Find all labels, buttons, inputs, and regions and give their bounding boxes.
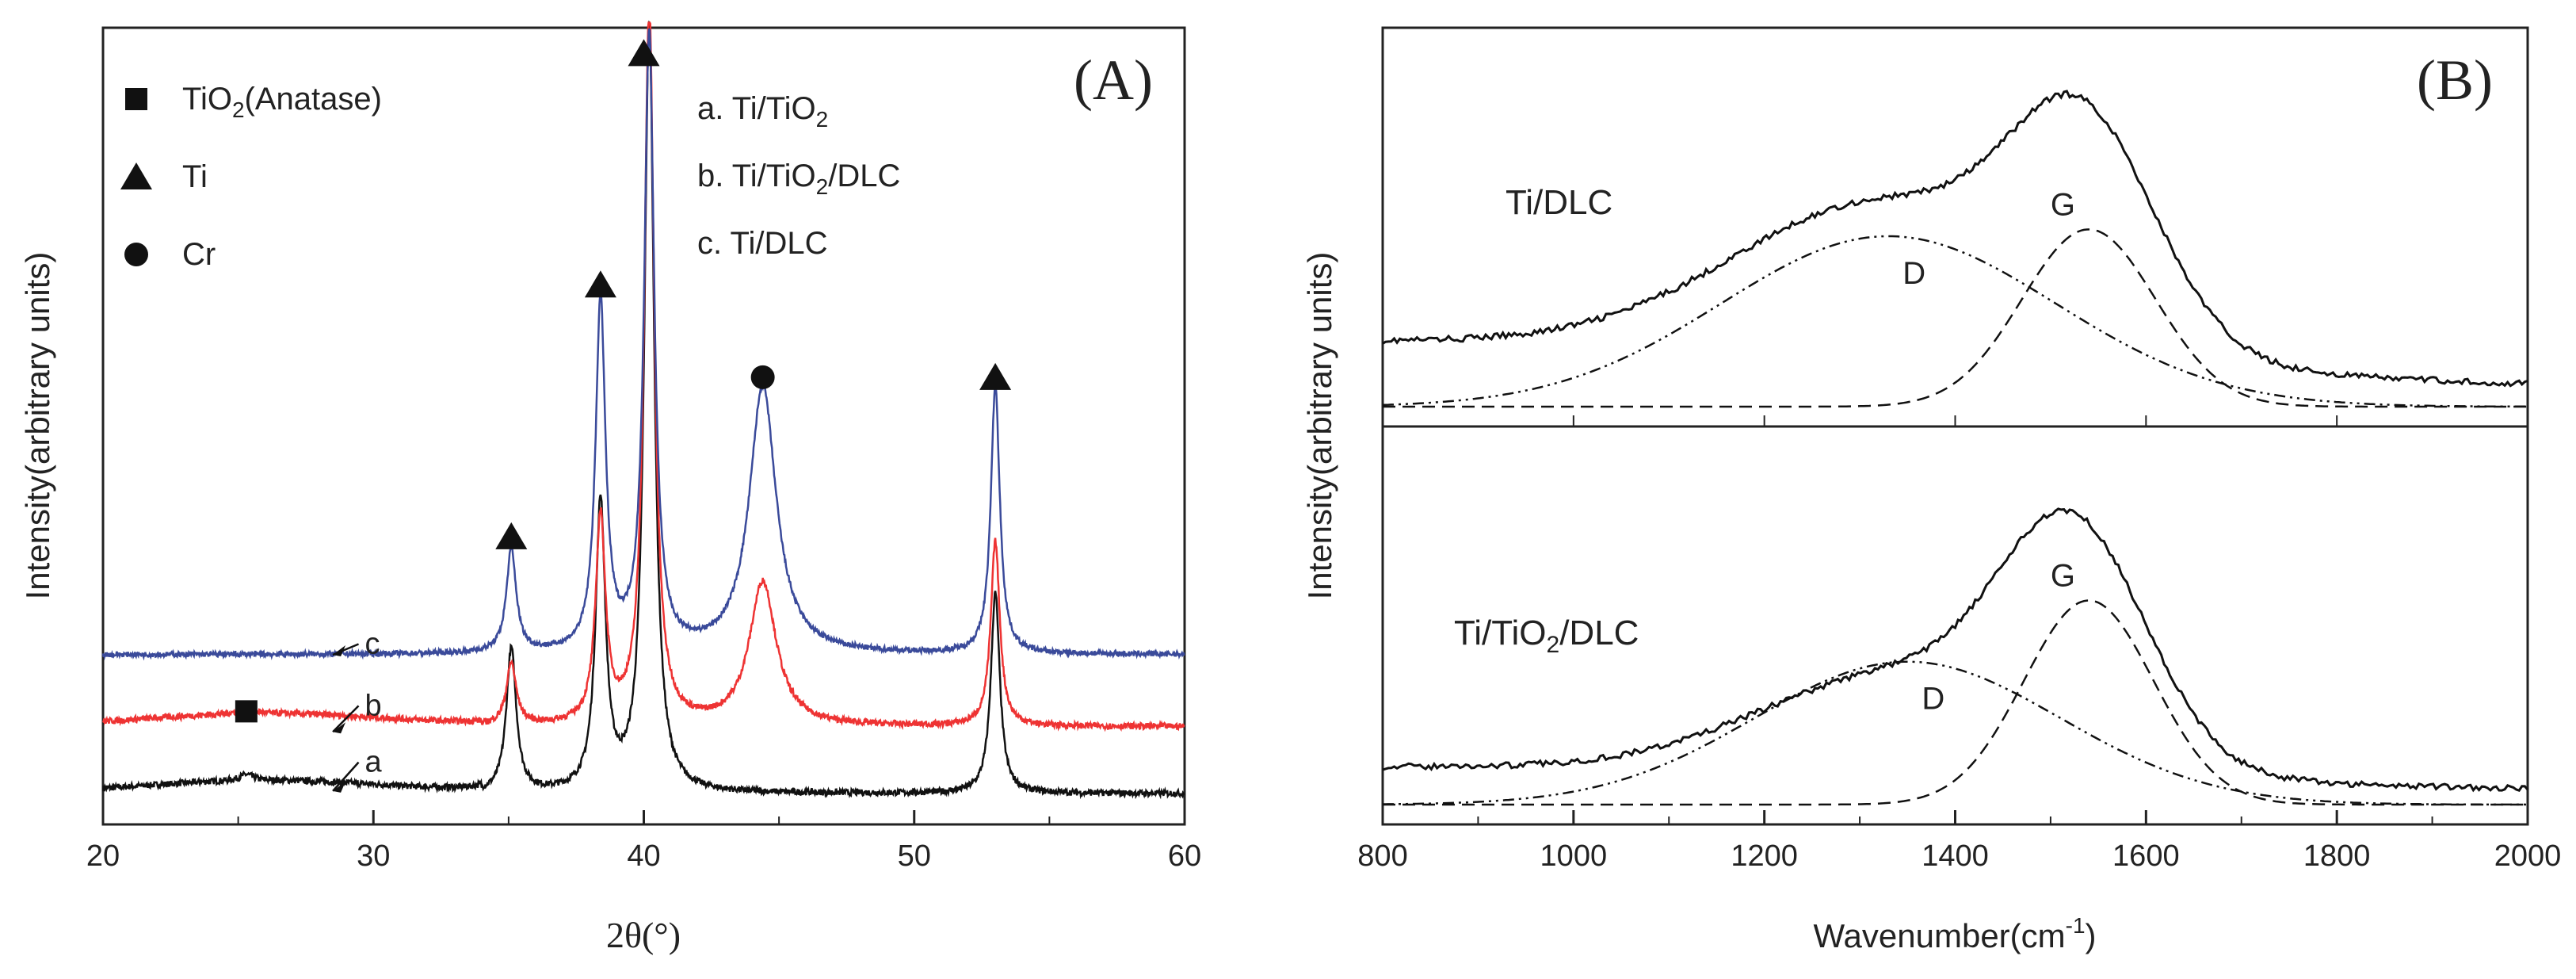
- raman-measured-curve: [1382, 90, 2528, 388]
- peak-marker-triangle: [495, 522, 528, 549]
- series-legend-sub: 2: [816, 107, 829, 132]
- xrd-curve-b: [101, 21, 1185, 732]
- curve-label-arrowhead: [333, 645, 346, 657]
- panel-b-x-ticks: 800 1000 1200 1400 1600 1800 2000: [1357, 415, 2561, 873]
- g-band-label: G: [2051, 558, 2075, 593]
- curve-label-a: a: [365, 746, 383, 779]
- legend-symbol-square: [125, 88, 147, 110]
- peak-marker-square: [235, 700, 258, 723]
- peak-marker-triangle: [979, 362, 1012, 390]
- legend-label-main: Cr: [182, 237, 216, 272]
- series-legend-entry: a. Ti/TiO2: [697, 91, 828, 132]
- panel-a-symbol-legend: TiO2(Anatase) Ti Cr: [120, 82, 382, 272]
- xrd-curve-a: [101, 20, 1185, 800]
- panel-b-x-tick-label: 1400: [1922, 839, 1989, 873]
- curve-label-arrowhead: [333, 781, 346, 793]
- legend-label-circle: Cr: [182, 237, 216, 272]
- panel-a-x-tick-label: 40: [627, 839, 660, 873]
- series-legend-sub: 2: [816, 174, 829, 199]
- panel-b-x-tick-label: 1600: [2112, 839, 2180, 873]
- curve-label-arrow: [332, 761, 360, 792]
- panel-b-label: (B): [2417, 48, 2493, 112]
- series-legend-main: b. Ti/TiO: [697, 159, 816, 193]
- raman-sample-label-sub: 2: [1547, 632, 1560, 658]
- panel-a-x-tick-label: 50: [898, 839, 931, 873]
- d-band-label: D: [1922, 682, 1944, 717]
- panel-a-x-tick-label: 30: [357, 839, 390, 873]
- panel-a-x-tick-label: 20: [86, 839, 120, 873]
- raman-sample-label-main: Ti/DLC: [1506, 183, 1612, 222]
- series-legend-entry: c. Ti/DLC: [697, 226, 827, 261]
- panel-a-x-tick-label: 60: [1168, 839, 1201, 873]
- peak-marker-triangle: [584, 270, 616, 298]
- panel-b-x-axis-label-sup: -1: [2066, 913, 2086, 938]
- series-legend-main: a. Ti/TiO: [697, 91, 816, 126]
- panel-b-x-tick-label: 2000: [2494, 839, 2562, 873]
- series-legend-entry: b. Ti/TiO2/DLC: [697, 159, 900, 199]
- series-legend-tail: /DLC: [828, 159, 900, 193]
- panel-a-y-axis-label: Intensity(arbitrary units): [19, 252, 56, 600]
- curve-label-c: c: [365, 628, 380, 661]
- raman-sample-label: Ti/TiO2/DLC: [1454, 614, 1639, 658]
- panel-b-x-axis-label: Wavenumber(cm-1): [1813, 913, 2096, 954]
- panel-a-x-axis-label: 2θ(°): [606, 915, 681, 955]
- curve-label-arrowhead: [333, 722, 346, 734]
- panel-b-x-tick-label: 1000: [1540, 839, 1608, 873]
- panel-a-peak-markers: [235, 39, 1012, 723]
- legend-symbol-circle: [124, 243, 148, 266]
- raman-d-band-fit: [1383, 660, 2528, 806]
- panel-b-x-tick-label: 800: [1357, 839, 1407, 873]
- legend-label-square: TiO2(Anatase): [182, 82, 382, 122]
- raman-sample-label: Ti/DLC: [1506, 183, 1612, 222]
- legend-symbol-triangle: [120, 163, 152, 189]
- panel-b-x-axis-label-tail: ): [2086, 917, 2097, 954]
- raman-sample-label-main: Ti/TiO: [1454, 614, 1547, 652]
- panel-b-curves: [1382, 90, 2529, 806]
- panel-b-x-axis-label-main: Wavenumber(cm: [1813, 917, 2065, 954]
- raman-g-band-fit: [1383, 228, 2528, 408]
- panel-a-curves: [101, 20, 1185, 800]
- g-band-label: G: [2051, 187, 2075, 222]
- panel-b-x-tick-label: 1800: [2303, 839, 2371, 873]
- raman-d-band-fit: [1382, 235, 2528, 408]
- legend-label-tail: (Anatase): [245, 82, 382, 117]
- panel-b-labels: Ti/DLC D G Ti/TiO2/DLC D G: [1454, 183, 2075, 717]
- raman-measured-curve: [1382, 507, 2529, 793]
- raman-g-band-fit: [1383, 599, 2528, 806]
- legend-label-triangle: Ti: [182, 159, 208, 194]
- panel-a-x-ticks: 20 30 40 50 60: [86, 810, 1201, 873]
- curve-label-arrow: [332, 705, 360, 733]
- legend-label-main: TiO: [182, 82, 232, 117]
- panel-b-x-tick-label: 1200: [1731, 839, 1798, 873]
- panel-b: 800 1000 1200 1400 1600 1800 2000 Ti/DLC D G Ti/T…: [1301, 26, 2561, 954]
- panel-a: 20 30 40 50 60 abc (A) 2θ(°) Intensity(arbit…: [19, 20, 1201, 955]
- peak-marker-triangle: [628, 39, 660, 67]
- curve-label-b: b: [365, 689, 382, 722]
- legend-label-main: Ti: [182, 159, 208, 194]
- legend-label-sub: 2: [232, 98, 245, 122]
- xrd-curve-c: [101, 28, 1185, 661]
- peak-marker-circle: [750, 365, 775, 389]
- panel-b-y-axis-label: Intensity(arbitrary units): [1301, 252, 1338, 600]
- d-band-label: D: [1902, 256, 1925, 291]
- panel-a-curve-labels: abc: [332, 628, 383, 793]
- raman-sample-label-tail: /DLC: [1559, 614, 1639, 652]
- series-legend-main: c. Ti/DLC: [697, 226, 827, 261]
- panel-a-label: (A): [1074, 48, 1153, 112]
